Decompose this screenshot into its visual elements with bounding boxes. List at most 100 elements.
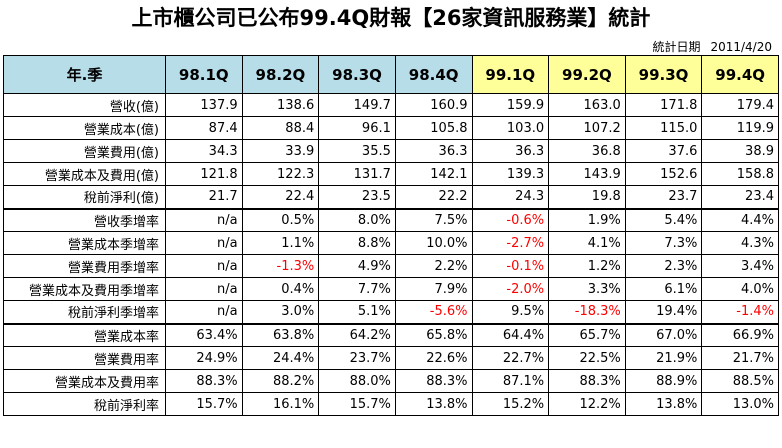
table-row: 稅前淨利(億) 21.7 22.4 23.5 22.2 24.3 19.8 23.7 23.4 [3,185,779,209]
table-cell: 88.3% [165,369,243,393]
table-row: 稅前淨利率 15.7% 16.1% 15.7% 13.8% 15.2% 12.2% 13.8%… [3,392,779,416]
table-cell: 9.5% [471,300,550,324]
table-cell: -0.1% [471,254,550,278]
column-header: 98.3Q [318,55,396,94]
row-label: 營收(億) [3,93,166,117]
table-cell: 7.7% [318,277,396,301]
table-cell: 152.6 [624,162,703,186]
table-cell: 3.0% [241,300,320,324]
table-cell: 137.9 [165,93,243,117]
row-label: 營業成本及費用率 [3,369,166,393]
table-cell: -0.6% [471,207,550,232]
column-header: 98.1Q [165,55,243,94]
table-cell: 22.2 [394,185,473,209]
table-cell: 23.4 [701,185,779,209]
row-label: 營收季增率 [3,207,166,232]
row-label: 稅前淨利(億) [3,185,166,209]
table-cell: 8.8% [318,231,396,255]
row-label: 營業成本(億) [3,116,166,140]
table-cell: 122.3 [241,162,320,186]
column-header: 99.1Q [471,55,550,94]
table-row: 營業費用(億) 34.3 33.9 35.5 36.3 36.3 36.8 37.6 38.9 [3,139,779,163]
table-cell: 34.3 [165,139,243,163]
table-cell: 1.9% [548,207,626,232]
column-header: 99.3Q [624,55,703,94]
table-cell: 15.7% [165,392,243,416]
table-cell: 19.4% [624,300,703,324]
table-cell: 15.7% [318,392,396,416]
table-cell: 107.2 [548,116,626,140]
table-cell: -1.3% [241,254,320,278]
table-cell: n/a [165,231,243,255]
table-cell: 23.7% [318,346,396,370]
table-cell: 88.3% [548,369,626,393]
row-label: 稅前淨利率 [3,392,166,416]
table-cell: 0.4% [241,277,320,301]
table-cell: 88.5% [701,369,779,393]
table-cell: 139.3 [471,162,550,186]
table-cell: 22.4 [241,185,320,209]
table-cell: 4.1% [548,231,626,255]
table-cell: 38.9 [701,139,779,163]
table-cell: 87.1% [471,369,550,393]
table-row: 稅前淨利季增率 n/a 3.0% 5.1% -5.6% 9.5% -18.3% 19.4% -1… [3,300,779,324]
table-cell: 5.4% [624,207,703,232]
table-cell: 66.9% [701,322,779,347]
table-cell: 119.9 [701,116,779,140]
row-label: 營業成本及費用(億) [3,162,166,186]
column-header: 98.2Q [241,55,320,94]
table-cell: 13.8% [624,392,703,416]
table-cell: 121.8 [165,162,243,186]
table-cell: 65.7% [548,322,626,347]
column-header: 98.4Q [394,55,473,94]
table-cell: 4.4% [701,207,779,232]
table-cell: 15.2% [471,392,550,416]
table-cell: 23.7 [624,185,703,209]
table-cell: 105.8 [394,116,473,140]
table-cell: 22.6% [394,346,473,370]
table-cell: 19.8 [548,185,626,209]
table-cell: 22.7% [471,346,550,370]
table-cell: -2.0% [471,277,550,301]
financial-stats-table: 年.季 98.1Q 98.2Q 98.3Q 98.4Q 99.1Q 99.2Q 99.3Q 9… [3,55,779,416]
table-row: 營業成本及費用季增率 n/a 0.4% 7.7% 7.9% -2.0% 3.3% 6.1% 4.… [3,277,779,301]
table-cell: 36.3 [394,139,473,163]
row-label: 營業費用(億) [3,139,166,163]
column-header: 99.2Q [548,55,626,94]
table-cell: 171.8 [624,93,703,117]
table-cell: 21.7 [165,185,243,209]
table-cell: 36.3 [471,139,550,163]
table-cell: 33.9 [241,139,320,163]
table-cell: 13.0% [701,392,779,416]
table-row: 營收(億) 137.9 138.6 149.7 160.9 159.9 163.0 171.8… [3,93,779,117]
table-cell: 163.0 [548,93,626,117]
table-cell: -1.4% [701,300,779,324]
table-row: 營業成本季增率 n/a 1.1% 8.8% 10.0% -2.7% 4.1% 7.3% 4.3% [3,231,779,255]
table-cell: 4.3% [701,231,779,255]
table-cell: 67.0% [624,322,703,347]
table-cell: 7.5% [394,207,473,232]
table-cell: 88.3% [394,369,473,393]
row-label: 營業費用季增率 [3,254,166,278]
table-cell: -18.3% [548,300,626,324]
table-cell: -2.7% [471,231,550,255]
stats-date-value: 2011/4/20 [710,40,772,54]
table-cell: 8.0% [318,207,396,232]
table-cell: 88.0% [318,369,396,393]
row-label: 營業成本率 [3,322,166,347]
table-cell: 7.9% [394,277,473,301]
table-cell: n/a [165,277,243,301]
row-label: 營業成本季增率 [3,231,166,255]
table-cell: 63.8% [241,322,320,347]
table-cell: 88.9% [624,369,703,393]
table-cell: 13.8% [394,392,473,416]
table-row: 營業費用季增率 n/a -1.3% 4.9% 2.2% -0.1% 1.2% 2.3% 3.4% [3,254,779,278]
table-cell: 24.9% [165,346,243,370]
table-cell: 87.4 [165,116,243,140]
table-cell: 12.2% [548,392,626,416]
table-cell: 10.0% [394,231,473,255]
table-cell: 0.5% [241,207,320,232]
table-cell: 16.1% [241,392,320,416]
table-cell: 65.8% [394,322,473,347]
page-title: 上市櫃公司已公布99.4Q財報【26家資訊服務業】統計 [131,6,651,30]
